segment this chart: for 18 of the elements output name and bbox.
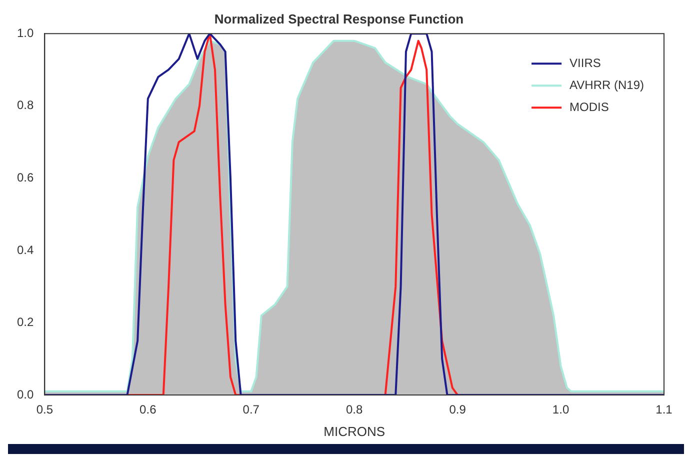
y-tick-label: 0.2 bbox=[16, 315, 34, 330]
x-tick-label: 0.6 bbox=[140, 402, 157, 417]
legend-label: VIIRS bbox=[570, 56, 601, 70]
y-tick-label: 1.0 bbox=[16, 26, 34, 40]
x-tick-label: 0.8 bbox=[346, 402, 364, 417]
x-tick-label: 0.7 bbox=[242, 402, 260, 417]
y-tick-label: 0.0 bbox=[16, 387, 34, 402]
legend-label: MODIS bbox=[570, 100, 609, 114]
y-tick-label: 0.4 bbox=[16, 242, 34, 257]
x-tick-label: 1.0 bbox=[552, 402, 570, 417]
x-tick-label: 0.9 bbox=[449, 402, 466, 417]
legend-label: AVHRR (N19) bbox=[570, 78, 644, 92]
x-tick-label: 1.1 bbox=[656, 402, 673, 417]
chart-title: Normalized Spectral Response Function bbox=[214, 11, 464, 26]
y-tick-label: 0.6 bbox=[16, 170, 34, 184]
x-axis-title: MICRONS bbox=[324, 424, 386, 439]
x-tick-label: 0.5 bbox=[36, 402, 54, 417]
y-tick-label: 0.8 bbox=[16, 98, 34, 112]
